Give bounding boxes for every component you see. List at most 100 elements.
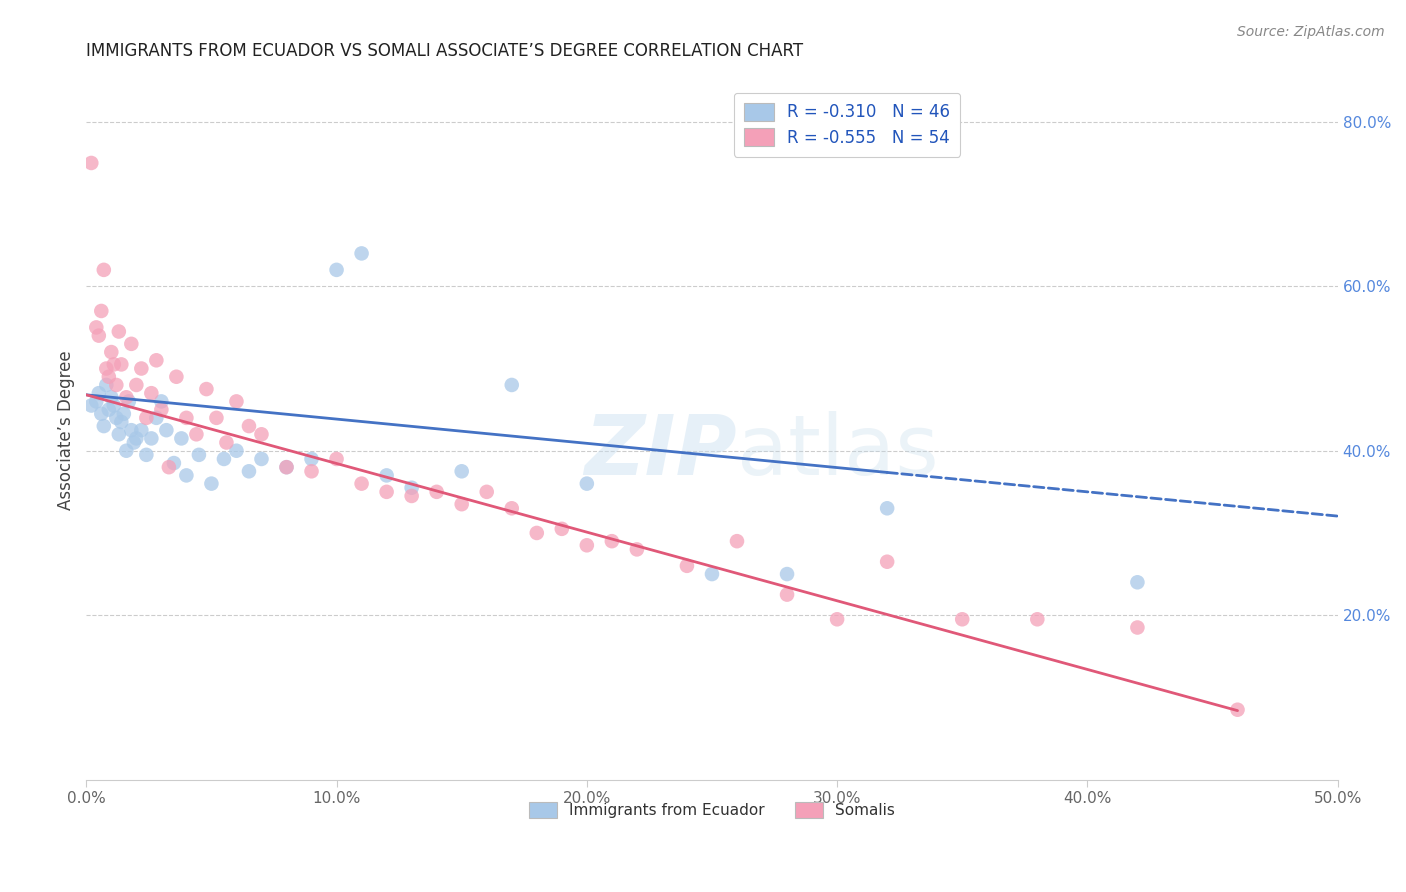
Point: [350, 246, 373, 260]
Point: [155, 423, 177, 437]
Point: [115, 390, 138, 404]
Point: [401, 481, 423, 495]
Point: [84, 320, 107, 334]
Point: [225, 394, 247, 409]
Point: [110, 415, 132, 429]
Point: [120, 336, 142, 351]
Point: [112, 407, 135, 421]
Point: [225, 443, 247, 458]
Point: [600, 534, 623, 549]
Point: [876, 555, 898, 569]
Point: [575, 476, 598, 491]
Text: Source: ZipAtlas.com: Source: ZipAtlas.com: [1237, 25, 1385, 39]
Point: [676, 558, 699, 573]
Point: [163, 456, 186, 470]
Point: [176, 468, 198, 483]
Point: [205, 410, 228, 425]
Point: [165, 369, 187, 384]
Point: [876, 501, 898, 516]
Point: [250, 452, 273, 467]
Point: [200, 476, 222, 491]
Point: [186, 427, 208, 442]
Point: [80, 399, 103, 413]
Point: [100, 345, 122, 359]
Point: [93, 419, 115, 434]
Point: [700, 567, 723, 582]
Point: [141, 386, 163, 401]
Point: [103, 358, 125, 372]
Point: [115, 443, 138, 458]
Point: [90, 407, 112, 421]
Point: [97, 402, 120, 417]
Point: [212, 452, 235, 467]
Point: [450, 497, 472, 511]
Point: [176, 410, 198, 425]
Point: [150, 402, 173, 417]
Point: [1126, 575, 1149, 590]
Point: [145, 410, 167, 425]
Point: [725, 534, 748, 549]
Point: [1226, 703, 1249, 717]
Point: [131, 361, 153, 376]
Point: [215, 435, 238, 450]
Point: [84, 394, 107, 409]
Point: [135, 448, 157, 462]
Point: [118, 394, 141, 409]
Y-axis label: Associate’s Degree: Associate’s Degree: [58, 351, 75, 510]
Point: [501, 378, 523, 392]
Point: [776, 588, 799, 602]
Point: [250, 427, 273, 442]
Point: [141, 431, 163, 445]
Point: [108, 325, 131, 339]
Legend: Immigrants from Ecuador, Somalis: Immigrants from Ecuador, Somalis: [523, 796, 901, 824]
Point: [276, 460, 298, 475]
Point: [776, 567, 799, 582]
Point: [87, 386, 110, 401]
Point: [105, 410, 128, 425]
Point: [325, 452, 347, 467]
Point: [93, 263, 115, 277]
Point: [950, 612, 973, 626]
Point: [87, 328, 110, 343]
Point: [375, 484, 398, 499]
Point: [325, 263, 347, 277]
Point: [80, 156, 103, 170]
Point: [276, 460, 298, 475]
Point: [110, 358, 132, 372]
Point: [135, 410, 157, 425]
Text: IMMIGRANTS FROM ECUADOR VS SOMALI ASSOCIATE’S DEGREE CORRELATION CHART: IMMIGRANTS FROM ECUADOR VS SOMALI ASSOCI…: [86, 42, 803, 60]
Point: [1126, 620, 1149, 634]
Point: [157, 460, 180, 475]
Point: [120, 423, 142, 437]
Point: [90, 304, 112, 318]
Point: [551, 522, 574, 536]
Point: [475, 484, 498, 499]
Point: [97, 369, 120, 384]
Point: [150, 394, 173, 409]
Point: [108, 427, 131, 442]
Point: [450, 464, 472, 478]
Point: [125, 378, 148, 392]
Point: [301, 452, 323, 467]
Point: [145, 353, 167, 368]
Point: [501, 501, 523, 516]
Point: [350, 476, 373, 491]
Point: [575, 538, 598, 552]
Point: [170, 431, 193, 445]
Point: [103, 399, 125, 413]
Point: [238, 464, 260, 478]
Point: [426, 484, 449, 499]
Point: [238, 419, 260, 434]
Point: [401, 489, 423, 503]
Text: ZIP: ZIP: [585, 410, 737, 491]
Point: [125, 431, 148, 445]
Point: [825, 612, 848, 626]
Point: [131, 423, 153, 437]
Point: [187, 448, 209, 462]
Point: [1026, 612, 1049, 626]
Point: [100, 390, 122, 404]
Point: [301, 464, 323, 478]
Point: [526, 525, 548, 540]
Point: [96, 361, 118, 376]
Text: atlas: atlas: [737, 410, 939, 491]
